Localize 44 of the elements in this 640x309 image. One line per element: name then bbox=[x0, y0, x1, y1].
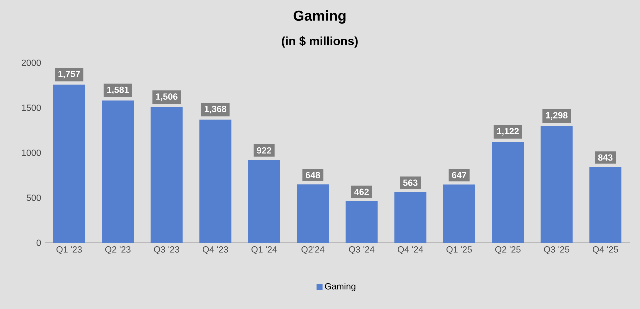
x-tick-label: Q3 '23 bbox=[154, 246, 180, 254]
x-tick-label: Q2'24 bbox=[302, 246, 325, 254]
text: 647 bbox=[452, 172, 466, 179]
text: 563 bbox=[403, 180, 418, 186]
bar bbox=[443, 184, 476, 243]
bar bbox=[150, 107, 183, 243]
y-tick-label: 500 bbox=[26, 194, 42, 202]
y-tick-label: 1000 bbox=[22, 150, 42, 156]
y-tick-label: 1500 bbox=[22, 104, 42, 112]
x-tick-label: Q3 '24 bbox=[349, 246, 375, 254]
bar bbox=[590, 167, 622, 243]
bar bbox=[248, 160, 280, 243]
x-tick-label: Q3 '25 bbox=[544, 246, 570, 254]
x-tick-label: Q4 '24 bbox=[398, 246, 424, 254]
text: 1,298 bbox=[546, 112, 568, 120]
text: 1,757 bbox=[58, 71, 80, 79]
bar bbox=[492, 142, 524, 243]
x-tick-label: Q1 '25 bbox=[446, 246, 472, 254]
x-tick-label: Q1 '24 bbox=[252, 246, 278, 254]
x-tick-label: Q2 '23 bbox=[105, 246, 131, 254]
x-tick-label: Q4 '23 bbox=[202, 246, 228, 254]
text: 648 bbox=[306, 172, 320, 178]
bar bbox=[297, 184, 330, 243]
text: 462 bbox=[354, 188, 369, 196]
y-tick-label: 0 bbox=[36, 240, 42, 246]
x-tick-label: Q1 '23 bbox=[56, 246, 82, 254]
text: 1,122 bbox=[497, 128, 519, 136]
bar bbox=[200, 120, 232, 243]
text: 1,368 bbox=[204, 106, 227, 114]
x-tick-label: Q2 '25 bbox=[495, 246, 521, 254]
bar bbox=[346, 201, 378, 243]
chart-title: Gaming bbox=[294, 10, 346, 24]
bar bbox=[102, 100, 134, 243]
text: 922 bbox=[257, 147, 272, 154]
bar bbox=[394, 192, 427, 243]
chart-subtitle: (in $ millions) bbox=[282, 36, 358, 48]
y-tick-label: 2000 bbox=[22, 60, 42, 66]
x-tick-label: Q4 '25 bbox=[592, 246, 618, 254]
legend-label: Gaming bbox=[325, 283, 356, 292]
text: 843 bbox=[598, 154, 613, 161]
bar bbox=[53, 84, 86, 243]
text: 1,581 bbox=[107, 86, 130, 95]
text: 1,506 bbox=[156, 94, 178, 102]
bar bbox=[540, 126, 573, 243]
